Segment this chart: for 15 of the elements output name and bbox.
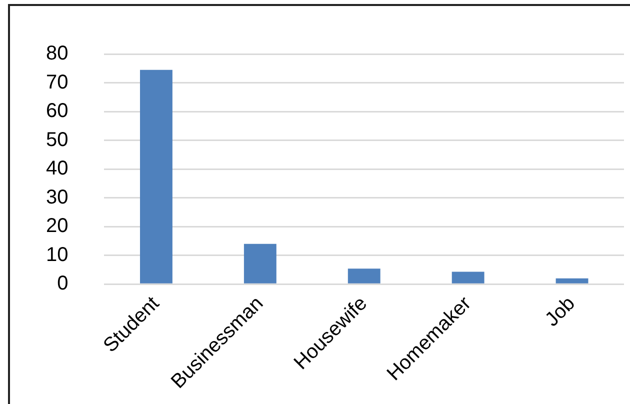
bar bbox=[348, 268, 380, 284]
x-tick-label: Job bbox=[541, 292, 580, 331]
bar bbox=[244, 244, 276, 284]
y-tick-label: 0 bbox=[57, 272, 68, 295]
y-tick-label: 60 bbox=[46, 100, 68, 122]
bar bbox=[140, 70, 172, 284]
y-tick-label: 30 bbox=[46, 186, 68, 208]
y-tick-label: 50 bbox=[46, 128, 68, 151]
y-tick-label: 20 bbox=[46, 215, 68, 238]
y-tick-label: 40 bbox=[46, 158, 68, 180]
y-tick-label: 70 bbox=[46, 71, 68, 94]
y-tick-label: 80 bbox=[46, 42, 68, 65]
bar bbox=[556, 278, 588, 284]
y-tick-label: 10 bbox=[46, 244, 68, 266]
bar bbox=[452, 272, 484, 284]
